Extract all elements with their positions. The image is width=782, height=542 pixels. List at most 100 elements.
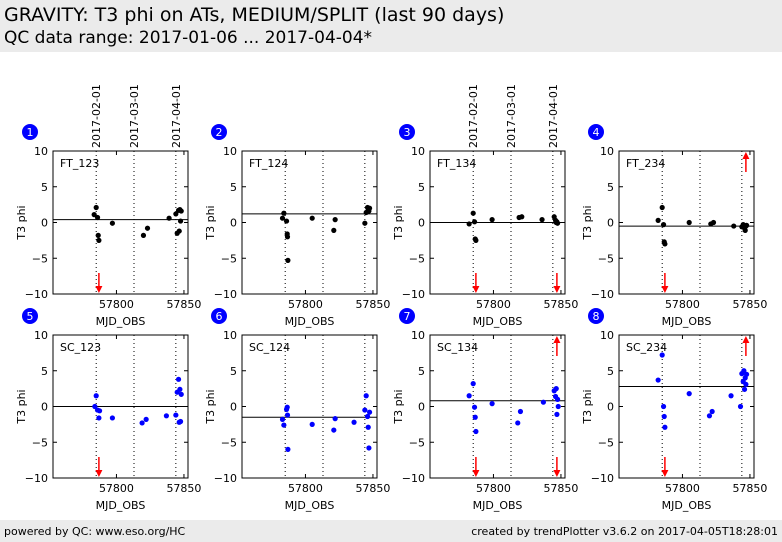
data-point bbox=[92, 403, 98, 410]
data-point bbox=[139, 420, 145, 426]
data-point bbox=[555, 403, 561, 410]
data-point bbox=[178, 391, 184, 397]
data-point bbox=[109, 415, 115, 421]
outlier-arrowhead bbox=[661, 470, 669, 477]
chart-panel-2: 210 5 0 −5 −10 57800 57850 MJD_OBS T3 phi FT_124 bbox=[204, 124, 390, 328]
y-tick-label: −5 bbox=[32, 436, 48, 449]
plot-frame bbox=[52, 150, 189, 295]
data-point bbox=[662, 241, 668, 247]
data-point bbox=[178, 208, 184, 214]
data-point bbox=[517, 408, 524, 415]
data-point bbox=[473, 428, 479, 435]
panel-name: SC_234 bbox=[626, 341, 667, 354]
panel-name: FT_123 bbox=[60, 157, 99, 170]
data-point bbox=[173, 211, 179, 217]
panel-badge bbox=[22, 124, 38, 140]
data-point bbox=[471, 219, 478, 225]
y-tick-label: 0 bbox=[41, 217, 48, 230]
date-marker-label: 2017-03-01 bbox=[128, 84, 141, 148]
y-tick-label: 0 bbox=[418, 217, 425, 230]
y-tick-label: 0 bbox=[41, 401, 48, 414]
y-tick-label: 0 bbox=[230, 401, 237, 414]
y-axis-label: T3 phi bbox=[392, 389, 405, 424]
y-tick-label: 5 bbox=[418, 181, 425, 194]
data-point bbox=[96, 237, 102, 243]
date-marker-label: 2017-04-01 bbox=[170, 84, 183, 148]
chart-panel-6: 610 5 0 −5 −10 57800 57850 MJD_OBS T3 phi SC_124 bbox=[204, 308, 390, 512]
data-point bbox=[332, 416, 338, 422]
data-point bbox=[331, 227, 337, 233]
outlier-arrowhead bbox=[95, 470, 103, 477]
y-tick-label: 5 bbox=[230, 181, 237, 194]
data-point bbox=[309, 215, 315, 221]
data-point bbox=[515, 420, 521, 426]
panel-number: 1 bbox=[27, 126, 34, 139]
chart-panel-1: 1 2017-02-01 2017-03-01 2017-04-01 10 5 0 −5 −10… bbox=[15, 84, 201, 328]
data-point bbox=[365, 424, 371, 430]
y-tick-label: −10 bbox=[402, 472, 425, 485]
y-tick-label: 10 bbox=[34, 145, 48, 158]
data-point bbox=[554, 220, 561, 226]
data-point bbox=[662, 424, 668, 430]
data-point bbox=[362, 407, 368, 413]
panel-number: 4 bbox=[593, 126, 600, 139]
data-point bbox=[743, 371, 750, 377]
y-tick-label: 0 bbox=[230, 217, 237, 230]
data-point bbox=[553, 386, 559, 392]
data-point bbox=[728, 393, 734, 399]
footer-created: created by trendPlotter v3.6.2 on 2017-0… bbox=[471, 525, 778, 538]
data-point bbox=[540, 399, 547, 405]
panel-name: SC_134 bbox=[437, 341, 478, 354]
outlier-arrowhead bbox=[553, 470, 561, 477]
data-point bbox=[279, 416, 286, 422]
data-point bbox=[281, 210, 287, 216]
y-axis-label: T3 phi bbox=[581, 205, 594, 240]
page-title: GRAVITY: T3 phi on ATs, MEDIUM/SPLIT (la… bbox=[4, 4, 505, 26]
chart-panel-8: 810 5 0 −5 −10 57800 57850 MJD_OBS T3 phi SC_234 bbox=[581, 308, 767, 512]
y-tick-label: −5 bbox=[598, 436, 614, 449]
data-point bbox=[471, 404, 478, 410]
plot-frame bbox=[241, 150, 378, 295]
y-axis-label: T3 phi bbox=[15, 205, 28, 240]
y-tick-label: −5 bbox=[409, 252, 425, 265]
y-tick-label: −10 bbox=[214, 288, 237, 301]
data-point bbox=[366, 409, 373, 415]
x-tick-label: 57800 bbox=[99, 298, 134, 311]
data-point bbox=[109, 220, 115, 226]
y-tick-label: 10 bbox=[411, 329, 425, 342]
data-point bbox=[364, 413, 371, 420]
data-point bbox=[470, 210, 476, 216]
y-tick-label: 10 bbox=[34, 329, 48, 342]
data-point bbox=[176, 228, 182, 234]
outlier-arrowhead bbox=[95, 286, 103, 293]
panel-name: SC_124 bbox=[249, 341, 290, 354]
data-point bbox=[332, 217, 338, 223]
y-tick-label: 0 bbox=[607, 401, 614, 414]
data-point bbox=[363, 393, 369, 399]
x-axis-label: MJD_OBS bbox=[473, 315, 523, 328]
y-tick-label: 5 bbox=[607, 365, 614, 378]
panel-name: SC_123 bbox=[60, 341, 101, 354]
chart-panel-4: 410 5 0 −5 −10 57800 57850 MJD_OBS T3 phi FT_234 bbox=[581, 124, 767, 328]
x-tick-label: 57850 bbox=[166, 298, 201, 311]
x-tick-label: 57800 bbox=[99, 482, 134, 495]
y-tick-label: −10 bbox=[25, 288, 48, 301]
data-point bbox=[284, 412, 291, 418]
outlier-arrowhead bbox=[472, 286, 480, 293]
data-point bbox=[539, 217, 545, 223]
x-axis-label: MJD_OBS bbox=[285, 499, 335, 512]
outlier-arrowhead bbox=[661, 286, 669, 293]
plot-grid: 1 2017-02-01 2017-03-01 2017-04-01 10 5 0 −5 −10… bbox=[15, 84, 767, 512]
data-point bbox=[554, 396, 561, 402]
data-point bbox=[96, 408, 103, 414]
outlier-arrowhead bbox=[742, 336, 750, 343]
panel-badge bbox=[399, 124, 415, 140]
data-point bbox=[741, 368, 747, 374]
panel-badge bbox=[399, 308, 415, 324]
data-point bbox=[285, 257, 291, 263]
date-marker-label: 2017-02-01 bbox=[90, 84, 103, 148]
panel-number: 6 bbox=[216, 310, 223, 323]
outlier-arrowhead bbox=[553, 286, 561, 293]
y-tick-label: −10 bbox=[402, 288, 425, 301]
y-tick-label: −10 bbox=[214, 472, 237, 485]
